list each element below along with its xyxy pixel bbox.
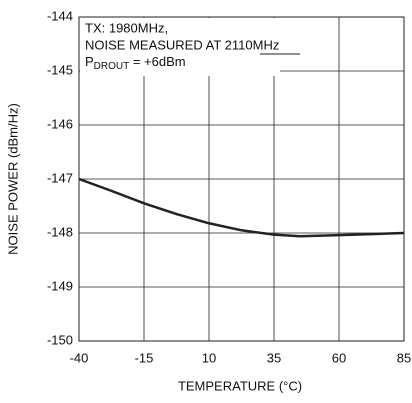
y-tick-label: -146 [47,116,73,131]
annotation-box [80,18,280,76]
annotation: PDROUT = +6dBm [85,54,186,71]
x-tick-label: -40 [70,350,89,365]
annotation-part: DROUT [94,61,130,72]
y-tick-label: -150 [47,332,73,347]
line [78,177,405,238]
annotation-part: P [85,54,94,69]
x-axis-label: TEMPERATURE (°C) [178,378,302,393]
y-tick-label: -147 [47,170,73,185]
x-tick-label: 85 [397,350,411,365]
y-axis-label: NOISE POWER (dBm/Hz) [5,103,20,255]
y-tick-label: -144 [47,8,73,23]
x-tick-label: 10 [202,350,216,365]
annotation-part: = +6dBm [129,54,185,69]
y-tick-label: -148 [47,224,73,239]
annotation: NOISE MEASURED AT 2110MHz [85,37,279,52]
annotation: TX: 1980MHz, [85,20,168,35]
x-tick-label: 35 [267,350,281,365]
y-tick-label: -149 [47,278,73,293]
x-tick-label: -15 [135,350,154,365]
x-tick-label: 60 [332,350,346,365]
y-tick-label: -145 [47,62,73,77]
